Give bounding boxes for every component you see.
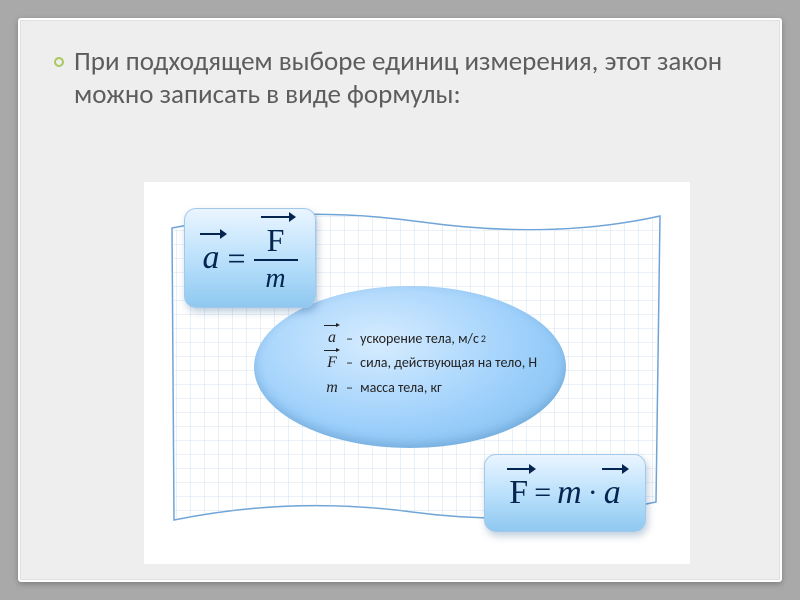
formula2-a: a xyxy=(604,474,621,512)
legend-desc: сила, действующая на тело, Н xyxy=(360,352,537,374)
figure-area: a – ускорение тела, м/с2 F – сила, дейст… xyxy=(144,182,690,564)
legend-row: F – сила, действующая на тело, Н xyxy=(320,351,537,376)
formula1-den: m xyxy=(265,261,285,295)
legend-dash: – xyxy=(346,352,353,374)
legend-desc: ускорение тела, м/с xyxy=(360,328,479,350)
bullet-icon xyxy=(54,57,64,67)
formula-box-force: F = m · a xyxy=(484,454,646,532)
product: F = m · a xyxy=(509,474,620,512)
formula2-m: m xyxy=(557,474,582,512)
legend-dash: – xyxy=(346,377,353,399)
equals-sign: = xyxy=(227,240,245,277)
legend-row: a – ускорение тела, м/с2 xyxy=(320,326,537,351)
dot-operator: · xyxy=(588,476,598,510)
vector-arrow-icon xyxy=(602,468,627,470)
equals-sign: = xyxy=(534,476,551,510)
legend-sym: F xyxy=(320,351,344,376)
slide-frame: При подходящем выборе единиц измерения, … xyxy=(18,18,782,582)
formula-box-acceleration: a = F m xyxy=(184,208,316,308)
legend-row: m – масса тела, кг xyxy=(320,376,537,401)
slide-text: При подходящем выборе единиц измерения, … xyxy=(74,46,746,112)
vector-arrow-icon xyxy=(507,468,534,470)
legend-sup: 2 xyxy=(481,331,486,347)
formula1-num: F xyxy=(263,222,289,259)
vector-arrow-icon xyxy=(261,216,295,218)
legend-sym: m xyxy=(320,376,344,401)
formula2-F: F xyxy=(509,474,528,512)
legend-sym: a xyxy=(320,326,344,351)
bullet-line: При подходящем выборе единиц измерения, … xyxy=(54,46,746,112)
legend-dash: – xyxy=(346,328,353,350)
legend-desc: масса тела, кг xyxy=(360,377,442,399)
legend: a – ускорение тела, м/с2 F – сила, дейст… xyxy=(320,326,537,400)
vector-arrow-icon xyxy=(200,233,225,235)
formula1-lhs: a xyxy=(202,239,219,277)
fraction: a = F m xyxy=(202,222,297,295)
